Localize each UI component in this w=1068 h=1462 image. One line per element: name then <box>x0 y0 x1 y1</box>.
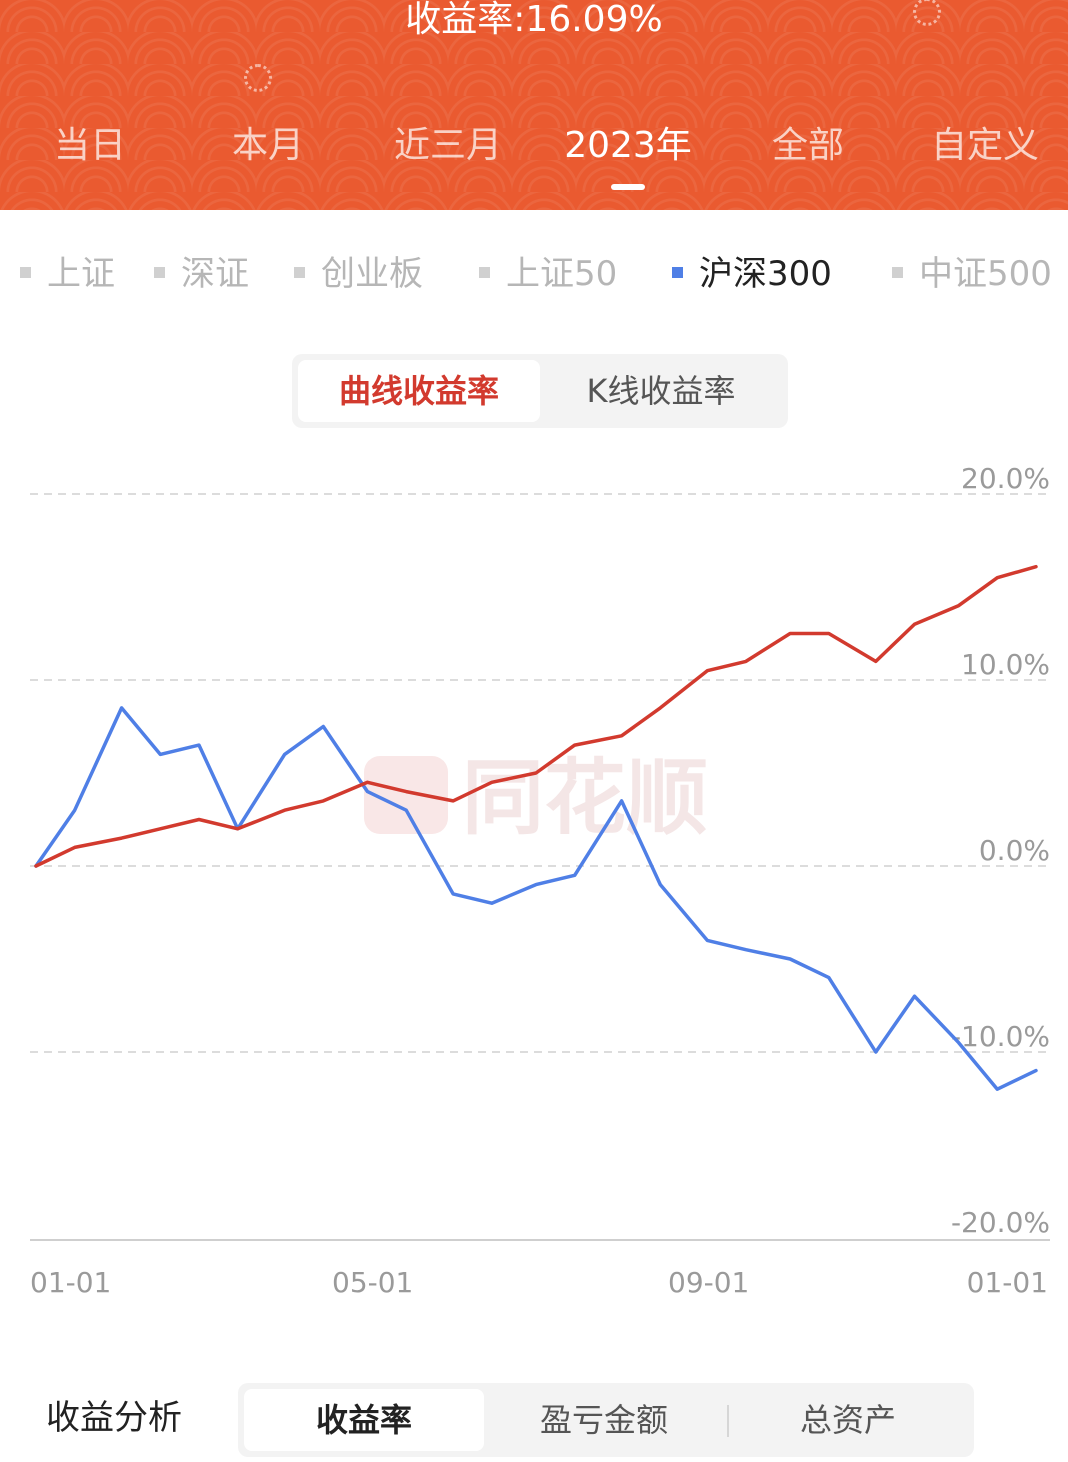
y-axis: 20.0% 10.0% 0.0% -10.0% -20.0% <box>951 462 1050 1239</box>
header: 收益率:16.09% 当日 本月 近三月 2023年 全部 自定义 <box>0 0 1068 210</box>
curve-return-button[interactable]: 曲线收益率 <box>298 360 540 422</box>
index-label: 上证 <box>47 254 115 294</box>
portfolio-return-line <box>34 564 1038 868</box>
return-rate-title: 收益率:16.09% <box>405 0 663 40</box>
y-tick-label: 20.0% <box>961 462 1050 495</box>
legend-dot-icon <box>294 267 305 278</box>
tab-today[interactable]: 当日 <box>53 125 126 166</box>
analysis-tabs: 收益率 盈亏金额 总资产 <box>238 1383 974 1457</box>
tab-this-month[interactable]: 本月 <box>231 125 304 166</box>
return-chart[interactable]: 同花顺 20.0% 10.0% 0.0% -10.0% -20.0% 01-01 05-0… <box>0 440 1068 1320</box>
index-shanghai[interactable]: 上证 <box>20 248 115 300</box>
index-csi300[interactable]: 沪深300 <box>672 248 832 300</box>
x-tick-label: 09-01 <box>668 1266 749 1299</box>
tab-profit-loss[interactable]: 盈亏金额 <box>539 1401 668 1439</box>
tab-return-rate[interactable]: 收益率 <box>244 1389 484 1451</box>
legend-dot-icon <box>154 267 165 278</box>
x-tick-label: 01-01 <box>967 1266 1048 1299</box>
x-axis: 01-01 05-01 09-01 01-01 <box>30 1266 1048 1299</box>
tab-divider <box>727 1405 729 1437</box>
y-tick-label: -10.0% <box>951 1020 1050 1053</box>
x-tick-label: 01-01 <box>30 1266 111 1299</box>
legend-dot-icon <box>479 267 490 278</box>
index-label: 上证50 <box>506 254 618 294</box>
watermark-text: 同花顺 <box>462 751 708 846</box>
index-chinext[interactable]: 创业板 <box>294 248 423 300</box>
y-tick-label: 10.0% <box>961 648 1050 681</box>
loading-spinner-icon <box>913 0 941 26</box>
y-tick-label: -20.0% <box>951 1206 1050 1239</box>
y-tick-label: 0.0% <box>979 834 1050 867</box>
tab-total-assets[interactable]: 总资产 <box>799 1401 896 1439</box>
analysis-label: 收益分析 <box>46 1398 182 1438</box>
tab-year-2023[interactable]: 2023年 <box>564 125 692 166</box>
index-label: 沪深300 <box>699 254 832 294</box>
tab-last-three-months[interactable]: 近三月 <box>393 125 502 166</box>
index-label: 中证500 <box>919 254 1052 294</box>
legend-dot-icon <box>672 267 683 278</box>
chart-grid <box>30 493 1050 1241</box>
curve-type-toggle: 曲线收益率 K线收益率 <box>292 354 788 428</box>
legend-dot-icon <box>20 267 31 278</box>
chart-watermark: 同花顺 <box>364 751 708 846</box>
legend-dot-icon <box>892 267 903 278</box>
index-sse50[interactable]: 上证50 <box>479 248 617 300</box>
index-selector: 上证 深证 创业板 上证50 沪深300 中证500 <box>0 248 1068 300</box>
kline-return-button[interactable]: K线收益率 <box>586 372 736 410</box>
index-label: 深证 <box>181 254 249 294</box>
active-tab-indicator <box>611 184 645 190</box>
chart-series <box>34 564 1038 1091</box>
watermark-logo-icon <box>364 756 448 834</box>
index-csi500[interactable]: 中证500 <box>892 248 1052 300</box>
index-return-line <box>34 706 1038 1091</box>
period-tabs: 当日 本月 近三月 2023年 全部 自定义 <box>0 118 1068 174</box>
index-shenzhen[interactable]: 深证 <box>154 248 249 300</box>
tab-all[interactable]: 全部 <box>771 125 844 166</box>
index-label: 创业板 <box>321 254 423 294</box>
loading-spinner-icon <box>244 64 272 92</box>
x-tick-label: 05-01 <box>332 1266 413 1299</box>
tab-custom[interactable]: 自定义 <box>930 125 1039 166</box>
